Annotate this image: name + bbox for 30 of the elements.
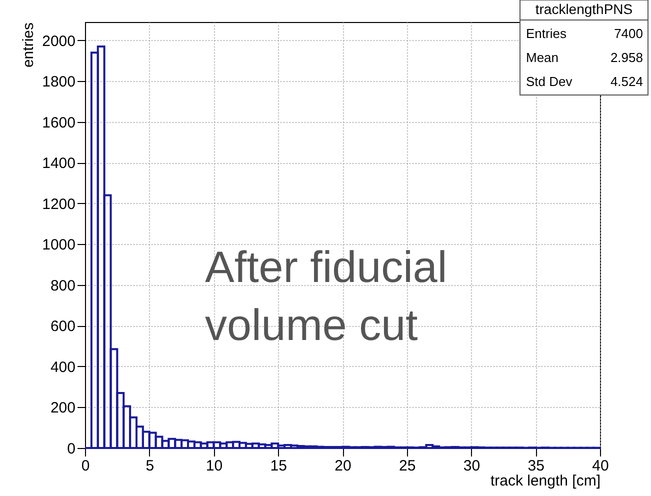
x-tick-label: 35 — [528, 458, 544, 474]
x-tick-label: 0 — [81, 458, 90, 474]
x-tick-label: 25 — [399, 458, 416, 474]
text: 2.958 — [610, 50, 643, 65]
x-tick-label: 10 — [206, 458, 223, 474]
x-tick-label: 5 — [146, 458, 154, 474]
annotation: After fiducial volume cut — [205, 243, 448, 350]
y-tick-label: 200 — [50, 400, 76, 417]
y-tick-label: 800 — [50, 277, 76, 294]
y-tick-label: 400 — [50, 358, 76, 376]
y-tick-label: 1400 — [42, 155, 76, 172]
text: 7400 — [614, 26, 643, 41]
annotation: Entries — [526, 26, 567, 41]
y-axis-title: entries — [20, 22, 38, 68]
x-tick-label: 15 — [270, 458, 287, 474]
x-tick-label: 30 — [463, 458, 480, 474]
text: tracklengthPNS — [535, 1, 633, 17]
y-tick-label: 0 — [67, 440, 76, 458]
y-tick-label: 600 — [50, 318, 76, 336]
x-tick-label: 40 — [592, 458, 609, 474]
y-tick-label: 1200 — [42, 196, 76, 213]
y-tick-label: 1000 — [42, 236, 76, 254]
y-tick-label: 2000 — [42, 32, 76, 50]
x-tick-label: 20 — [334, 458, 352, 474]
y-tick-label: 1600 — [42, 114, 76, 132]
y-tick-label: 1800 — [42, 74, 76, 91]
text: 4.524 — [610, 74, 643, 89]
x-axis-title: track length [cm] — [490, 472, 600, 490]
annotation: Mean — [526, 50, 559, 65]
annotation: Std Dev — [526, 74, 573, 89]
